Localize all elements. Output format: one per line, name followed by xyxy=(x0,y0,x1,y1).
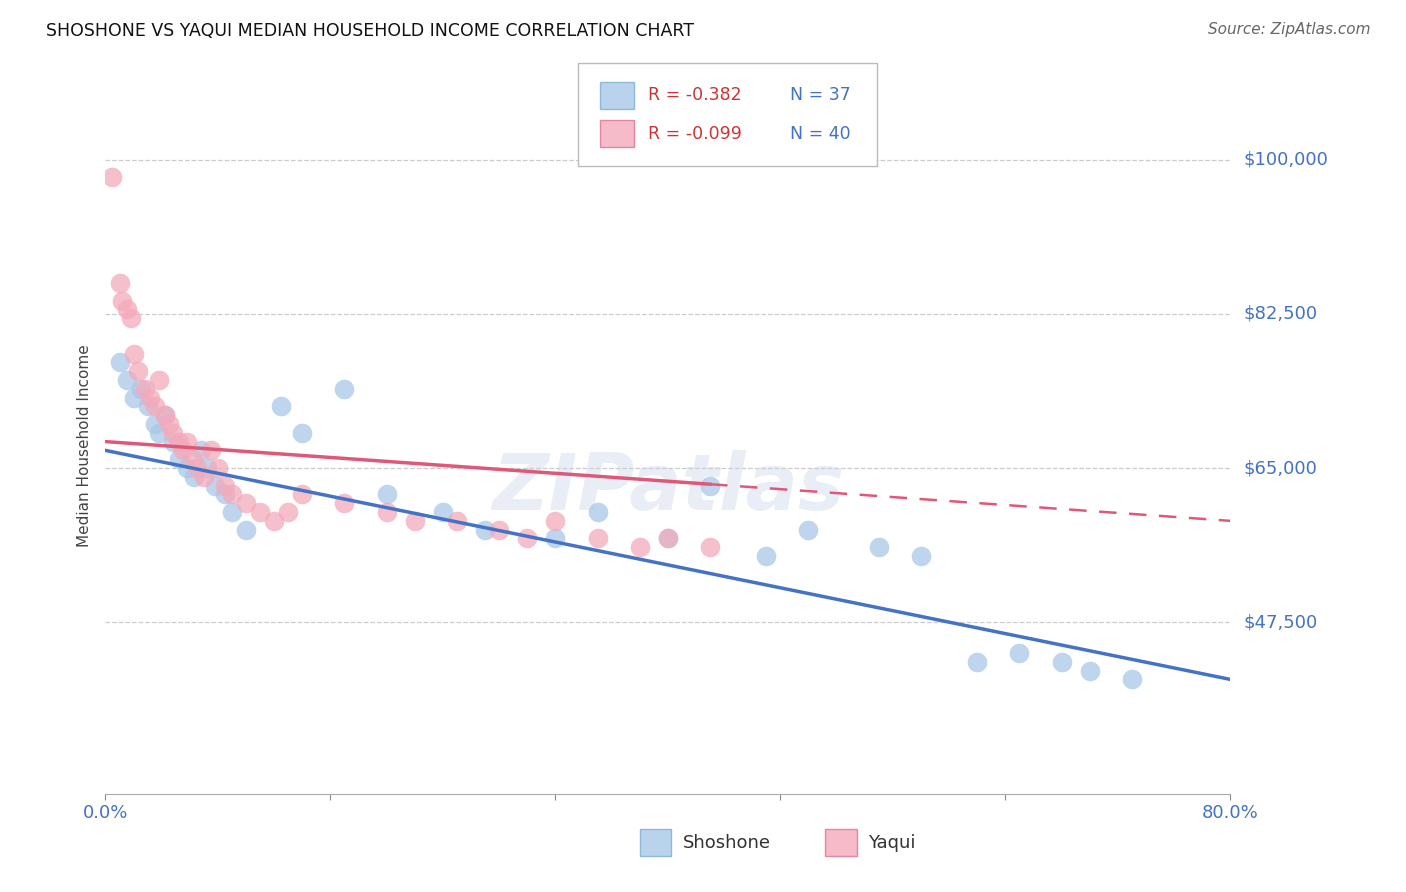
Point xyxy=(249,505,271,519)
Point xyxy=(153,408,176,422)
Point xyxy=(1050,655,1073,669)
Point xyxy=(162,425,184,440)
Point xyxy=(375,505,398,519)
Point xyxy=(488,523,510,537)
Point xyxy=(657,532,679,546)
Point xyxy=(333,496,356,510)
Point xyxy=(162,434,184,449)
Point xyxy=(115,302,138,317)
Point xyxy=(186,461,208,475)
Point xyxy=(148,373,170,387)
Point xyxy=(628,541,651,555)
Text: SHOSHONE VS YAQUI MEDIAN HOUSEHOLD INCOME CORRELATION CHART: SHOSHONE VS YAQUI MEDIAN HOUSEHOLD INCOM… xyxy=(46,22,695,40)
Point xyxy=(221,505,243,519)
Point xyxy=(176,434,198,449)
Point xyxy=(115,373,138,387)
Text: $65,000: $65,000 xyxy=(1244,459,1317,477)
Point xyxy=(263,514,285,528)
Point xyxy=(143,417,166,431)
Point xyxy=(122,346,145,360)
Point xyxy=(544,532,567,546)
Point xyxy=(586,532,609,546)
Point xyxy=(157,417,180,431)
Point xyxy=(797,523,820,537)
Point xyxy=(101,170,124,185)
Point xyxy=(516,532,538,546)
Point xyxy=(291,425,314,440)
Text: ZIPatlas: ZIPatlas xyxy=(492,450,844,525)
Point xyxy=(193,470,215,484)
Point xyxy=(214,487,236,501)
Point xyxy=(167,434,190,449)
Text: Source: ZipAtlas.com: Source: ZipAtlas.com xyxy=(1208,22,1371,37)
Point xyxy=(544,514,567,528)
Point xyxy=(910,549,932,563)
Point xyxy=(167,452,190,467)
Point xyxy=(181,452,204,467)
Point xyxy=(333,382,356,396)
Point xyxy=(183,470,205,484)
Point xyxy=(868,541,890,555)
Point xyxy=(108,276,131,290)
Point xyxy=(148,425,170,440)
Point xyxy=(270,400,292,414)
Text: R = -0.099: R = -0.099 xyxy=(648,125,742,143)
Point xyxy=(139,391,162,405)
Point xyxy=(172,443,194,458)
Point xyxy=(1008,646,1031,660)
Point xyxy=(190,443,212,458)
Point xyxy=(404,514,426,528)
Point xyxy=(235,523,257,537)
Point xyxy=(699,478,721,492)
Point xyxy=(446,514,468,528)
Point xyxy=(108,355,131,369)
Point xyxy=(153,408,176,422)
Bar xyxy=(640,829,671,856)
Point xyxy=(235,496,257,510)
Point xyxy=(1078,664,1101,678)
Point xyxy=(143,400,166,414)
Point xyxy=(221,487,243,501)
Point xyxy=(375,487,398,501)
Point xyxy=(111,293,134,308)
Point xyxy=(657,532,679,546)
Point xyxy=(129,382,152,396)
Point xyxy=(204,478,226,492)
Point xyxy=(207,461,229,475)
Point xyxy=(200,443,222,458)
Text: $100,000: $100,000 xyxy=(1244,151,1329,169)
Point xyxy=(136,400,159,414)
Text: $82,500: $82,500 xyxy=(1244,305,1317,323)
Point xyxy=(586,505,609,519)
Point xyxy=(277,505,299,519)
Point xyxy=(176,461,198,475)
Text: Yaqui: Yaqui xyxy=(868,834,915,852)
Point xyxy=(195,461,218,475)
Point xyxy=(432,505,454,519)
Point xyxy=(966,655,988,669)
Point xyxy=(122,391,145,405)
Point xyxy=(127,364,149,378)
Bar xyxy=(825,829,856,856)
Point xyxy=(214,478,236,492)
Text: N = 37: N = 37 xyxy=(790,87,851,104)
Text: R = -0.382: R = -0.382 xyxy=(648,87,742,104)
Text: $47,500: $47,500 xyxy=(1244,613,1317,632)
Y-axis label: Median Household Income: Median Household Income xyxy=(77,344,93,548)
Point xyxy=(134,382,156,396)
Point xyxy=(120,311,142,326)
Point xyxy=(699,541,721,555)
Text: Shoshone: Shoshone xyxy=(682,834,770,852)
Point xyxy=(755,549,778,563)
Point xyxy=(1121,673,1143,687)
Text: N = 40: N = 40 xyxy=(790,125,851,143)
Point xyxy=(474,523,496,537)
Point xyxy=(291,487,314,501)
